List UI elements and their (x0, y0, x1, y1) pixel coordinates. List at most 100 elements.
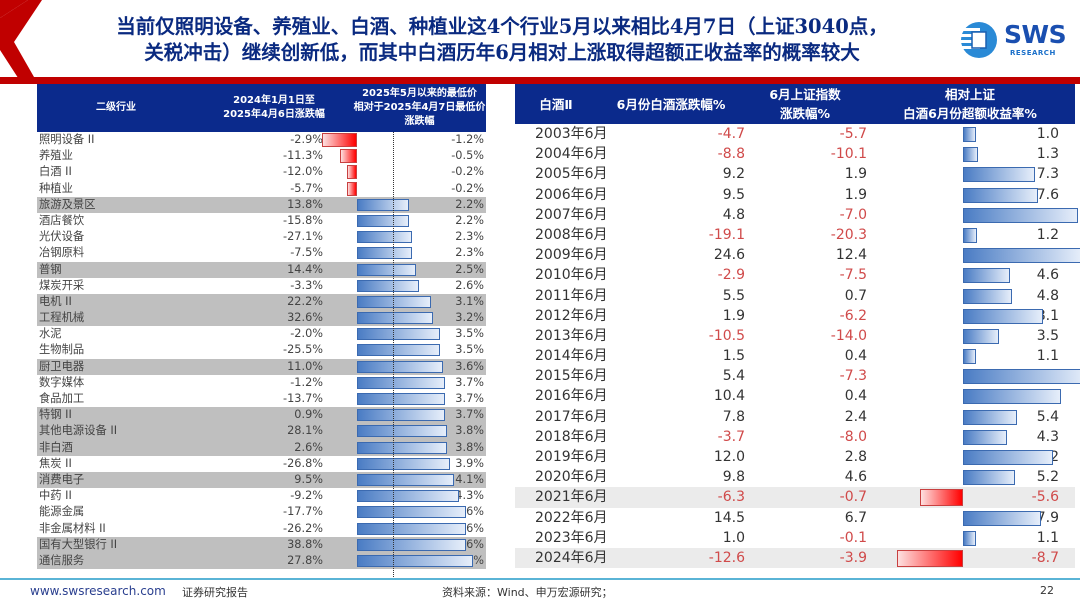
year-month: 2013年6月 (535, 327, 608, 344)
positive-bar (963, 308, 1043, 324)
baijiu-chg-value: 1.0 (722, 529, 745, 546)
excess-value: 5.4 (1036, 408, 1059, 425)
header-industry: 二级行业 (96, 102, 136, 113)
baijiu-chg-value: 10.4 (713, 388, 745, 405)
excess-cell: 1.0 (867, 124, 1065, 144)
footer-divider (0, 578, 1080, 580)
positive-bar (357, 247, 412, 260)
industry-name: 生物制品 (39, 343, 85, 357)
positive-bar (357, 263, 417, 276)
chg-2024-value: 28.1% (287, 424, 323, 438)
table-row: 电机 II 22.2% 3.1% (37, 293, 486, 311)
table-row: 国有大型银行 II 38.8% 4.6% (37, 536, 486, 553)
positive-bar (963, 288, 1012, 304)
chg-2024-value: -27.1% (283, 230, 323, 244)
table-row: 照明设备 II -2.9% -1.2% (37, 132, 486, 148)
year-month: 2012年6月 (535, 307, 608, 324)
sh-chg-value: -10.1 (830, 146, 867, 163)
chg-since-may-value: 3.7% (455, 408, 484, 422)
zero-axis-line (393, 132, 394, 577)
table-row: 特钢 II 0.9% 3.7% (37, 407, 486, 424)
bar-cell: -0.2% (323, 181, 486, 197)
header-sh-chg: 6月上证指数 涨跌幅% (769, 87, 841, 121)
positive-bar (357, 279, 419, 292)
positive-bar (357, 312, 433, 325)
baijiu-chg-value: 1.5 (722, 348, 745, 365)
industry-name: 白酒 II (39, 165, 72, 179)
table-row: 2008年6月 -19.1 -20.3 1.2 (515, 225, 1075, 245)
bar-cell: 3.8% (323, 423, 486, 439)
sh-chg-value: -3.9 (839, 549, 867, 566)
bar-cell: 3.6% (323, 359, 486, 375)
excess-value: 1.1 (1036, 348, 1059, 365)
chg-2024-value: -12.0% (283, 165, 323, 179)
table-row: 能源金属 -17.7% 4.6% (37, 504, 486, 520)
baijiu-chg-value: -12.6 (708, 549, 745, 566)
industry-name: 中药 II (39, 489, 72, 503)
chg-2024-value: 11.0% (287, 359, 323, 373)
sh-chg-value: 4.6 (844, 469, 867, 486)
chg-2024-value: 32.6% (287, 311, 323, 325)
excess-cell: 1.2 (867, 225, 1065, 245)
excess-value: 1.0 (1036, 126, 1059, 142)
table-row: 酒店餐饮 -15.8% 2.2% (37, 213, 486, 229)
positive-bar (963, 207, 1079, 223)
excess-cell: 1.1 (867, 528, 1065, 548)
bar-cell: 2.2% (323, 213, 486, 229)
sh-chg-value: 12.4 (835, 247, 867, 264)
bar-cell: 3.5% (323, 342, 486, 358)
chg-since-may-value: 3.6% (455, 359, 484, 373)
positive-bar (357, 441, 448, 454)
negative-bar (920, 489, 963, 507)
bar-cell: 4.1% (323, 472, 486, 488)
bar-cell: 2.6% (323, 278, 486, 294)
industry-name: 养殖业 (39, 149, 73, 163)
table-row: 2005年6月 9.2 1.9 7.3 (515, 164, 1075, 184)
chg-since-may-value: 3.7% (455, 392, 484, 405)
positive-bar (357, 198, 410, 211)
footer-url-link[interactable]: www.swsresearch.com (30, 584, 166, 598)
table-row: 光伏设备 -27.1% 2.3% (37, 229, 486, 245)
table-row: 2004年6月 -8.8 -10.1 1.3 (515, 144, 1075, 164)
year-month: 2019年6月 (535, 449, 608, 465)
table-row: 厨卫电器 11.0% 3.6% (37, 358, 486, 375)
table-row: 冶钢原料 -7.5% 2.3% (37, 245, 486, 261)
sh-chg-value: 0.7 (844, 287, 867, 304)
negative-bar (347, 181, 357, 196)
positive-bar (357, 473, 455, 486)
excess-cell: 4.6 (867, 265, 1065, 285)
positive-bar (357, 409, 445, 422)
chg-2024-value: -26.2% (283, 521, 323, 535)
table-row: 生物制品 -25.5% 3.5% (37, 342, 486, 358)
table-row: 食品加工 -13.7% 3.7% (37, 391, 486, 407)
sh-chg-value: -7.0 (839, 206, 867, 223)
excess-value: 1.2 (1036, 226, 1059, 243)
baijiu-table-body: 2003年6月 -4.7 -5.7 1.0 2004年6月 -8.8 -10.1 1.3 200… (515, 124, 1080, 569)
positive-bar (357, 328, 441, 341)
chg-2024-value: -17.7% (283, 505, 323, 519)
positive-bar (357, 538, 467, 551)
table-row: 消费电子 9.5% 4.1% (37, 471, 486, 489)
sh-chg-value: -5.7 (839, 126, 867, 142)
table-row: 种植业 -5.7% -0.2% (37, 181, 486, 197)
year-month: 2015年6月 (535, 368, 608, 385)
industry-name: 焦炭 II (39, 456, 72, 470)
baijiu-chg-value: 9.2 (722, 166, 745, 183)
sh-chg-value: -20.3 (830, 226, 867, 243)
sh-chg-value: -14.0 (830, 327, 867, 344)
positive-bar (357, 376, 445, 389)
positive-bar (357, 522, 467, 535)
chg-since-may-value: 3.5% (455, 343, 484, 357)
title-line-2: 关税冲击）继续创新低，而其中白酒历年6月相对上涨取得超额正收益率的概率较大 (144, 41, 860, 64)
baijiu-chg-value: -6.3 (717, 489, 745, 506)
industry-name: 消费电子 (39, 472, 85, 486)
table-row: 煤炭开采 -3.3% 2.6% (37, 278, 486, 294)
chg-2024-value: 27.8% (287, 553, 323, 567)
baijiu-chg-value: 9.5 (722, 186, 745, 203)
positive-bar (963, 187, 1039, 203)
table-row: 2003年6月 -4.7 -5.7 1.0 (515, 124, 1075, 144)
chg-2024-value: 9.5% (294, 472, 323, 486)
header-chg-since-may: 2025年5月以来的最低价 相对于2025年4月7日最低价 涨跌幅 (353, 88, 486, 127)
table-row: 2012年6月 1.9 -6.2 8.1 (515, 306, 1075, 326)
